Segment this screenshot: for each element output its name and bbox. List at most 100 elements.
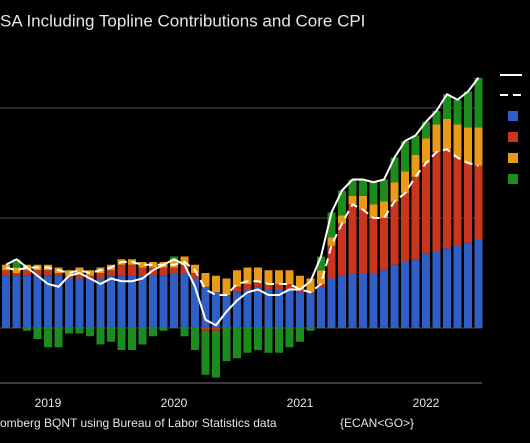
bar-segment <box>23 270 31 276</box>
bar-segment <box>33 275 42 328</box>
bar-segment <box>128 275 136 328</box>
bar-segment <box>443 119 451 150</box>
bar-segment <box>191 328 199 350</box>
bar-segment <box>422 253 430 328</box>
bar-segment <box>180 328 189 337</box>
bar-segment <box>443 94 451 119</box>
bar-segment <box>264 289 273 328</box>
bar-segment <box>338 190 346 216</box>
bar-segment <box>348 196 357 205</box>
bar-segment <box>201 273 210 287</box>
legend-swatch <box>508 132 518 142</box>
bar-segment <box>359 209 367 273</box>
bar-segment <box>474 127 483 166</box>
bar-segment <box>107 328 115 342</box>
bar-segment <box>306 278 315 293</box>
bar-segment <box>117 264 126 276</box>
bar-segment <box>453 99 462 125</box>
bar-segment <box>264 328 273 353</box>
bar-segment <box>401 262 409 328</box>
bar-segment <box>180 273 189 328</box>
bar-segment <box>86 328 94 337</box>
chart-title: SA Including Topline Contributions and C… <box>0 11 365 30</box>
bar-segment <box>453 245 462 328</box>
bar-segment <box>411 259 420 328</box>
bar-segment <box>222 328 231 361</box>
bar-segment <box>170 256 178 260</box>
bar-segment <box>432 152 441 251</box>
bar-segment <box>128 328 136 350</box>
bar-segment <box>411 154 420 177</box>
bar-segment <box>369 218 378 273</box>
bar-segment <box>317 284 325 287</box>
legend-swatch <box>508 111 518 121</box>
bar-segment <box>149 262 157 268</box>
bar-segment <box>411 135 420 155</box>
bar-segment <box>285 284 294 290</box>
bar-segment <box>212 330 220 378</box>
bar-segment <box>401 171 409 194</box>
bar-segment <box>117 275 126 328</box>
bar-segment <box>275 289 283 328</box>
bar-segment <box>233 286 241 293</box>
bar-segment <box>296 289 304 293</box>
bar-segment <box>422 121 430 139</box>
bar-segment <box>327 245 336 279</box>
bar-segment <box>338 215 346 224</box>
bar-segment <box>243 284 252 290</box>
bar-segment <box>443 149 451 249</box>
bar-segment <box>33 270 42 276</box>
bar-segment <box>44 275 52 328</box>
bar-segment <box>138 262 147 268</box>
bar-segment <box>380 270 388 328</box>
bar-segment <box>390 264 399 328</box>
bar-segment <box>12 273 21 276</box>
bar-segment <box>380 201 388 218</box>
bar-segment <box>201 328 210 331</box>
bar-segment <box>380 179 388 202</box>
bar-segment <box>65 270 73 276</box>
bar-segment <box>275 270 283 284</box>
bar-segment <box>369 182 378 205</box>
bar-segment <box>54 275 63 328</box>
bar-segment <box>254 281 262 287</box>
bar-segment <box>2 270 10 276</box>
bar-segment <box>254 328 262 350</box>
bar-segment <box>327 237 336 246</box>
bar-segment <box>86 275 94 279</box>
bar-segment <box>170 273 178 328</box>
bar-segment <box>369 273 378 328</box>
bar-segment <box>432 124 441 152</box>
bar-segment <box>149 328 157 337</box>
bar-segment <box>296 292 304 328</box>
bar-segment <box>212 328 220 331</box>
bar-segment <box>348 204 357 273</box>
bar-segment <box>338 223 346 276</box>
bar-segment <box>233 328 241 359</box>
x-tick-label: 2020 <box>161 396 188 410</box>
bar-segment <box>233 270 241 287</box>
bar-segment <box>317 286 325 328</box>
bar-segment <box>369 204 378 218</box>
bar-segment <box>422 138 430 163</box>
bar-segment <box>128 264 136 276</box>
bar-segment <box>327 278 336 328</box>
x-tick-label: 2021 <box>287 396 314 410</box>
bar-segment <box>117 328 126 350</box>
bar-segment <box>317 256 325 271</box>
bar-segment <box>390 157 399 183</box>
bar-segment <box>285 270 294 284</box>
x-tick-label: 2022 <box>413 396 440 410</box>
bar-segment <box>170 267 178 273</box>
bar-segment <box>464 163 472 243</box>
bar-segment <box>306 328 315 331</box>
bar-segment <box>243 328 252 353</box>
bar-segment <box>464 91 472 128</box>
bar-segment <box>411 176 420 260</box>
source-note: omberg BQNT using Bureau of Labor Statis… <box>0 416 277 430</box>
bar-segment <box>306 292 315 328</box>
bar-segment <box>149 275 157 328</box>
bar-segment <box>191 264 199 273</box>
bar-segment <box>65 278 73 328</box>
bar-segment <box>149 267 157 276</box>
